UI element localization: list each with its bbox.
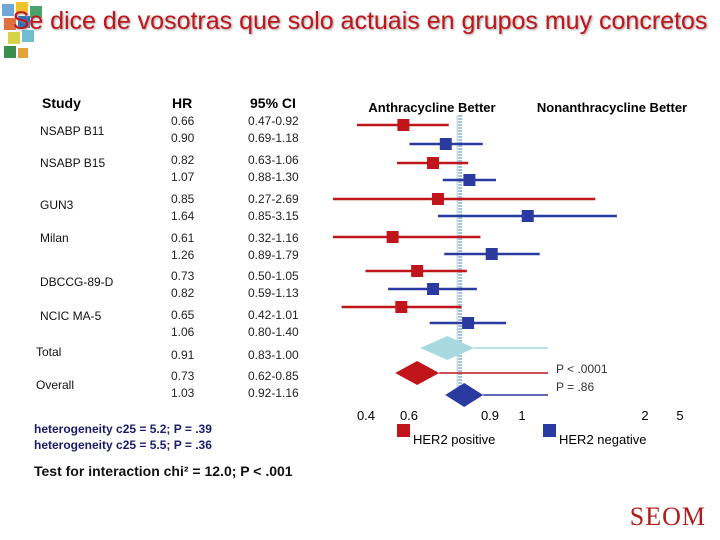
legend-swatch bbox=[397, 424, 410, 437]
x-tick-label: 0.9 bbox=[481, 408, 499, 423]
hr-marker bbox=[462, 317, 475, 329]
hr-marker bbox=[431, 193, 444, 205]
hr-marker bbox=[521, 210, 534, 222]
p-value-her2-negative: P = .86 bbox=[556, 380, 595, 394]
ci-value: 0.85-3.15 bbox=[248, 209, 299, 223]
page-title: Se dice de vosotras que solo actuais en … bbox=[12, 7, 708, 35]
x-tick-label: 0.4 bbox=[357, 408, 375, 423]
left-direction-label: Anthracycline Better bbox=[368, 100, 495, 115]
hr-marker bbox=[463, 174, 476, 186]
hr-value: 0.85 bbox=[171, 192, 195, 206]
ci-value: 0.88-1.30 bbox=[248, 170, 299, 184]
hr-value: 1.26 bbox=[171, 248, 195, 262]
hr-marker bbox=[411, 265, 424, 277]
study-name: NSABP B15 bbox=[40, 156, 106, 170]
study-header: Study bbox=[42, 95, 81, 111]
ci-value: 0.59-1.13 bbox=[248, 286, 299, 300]
hr-value: 0.73 bbox=[171, 269, 195, 283]
hr-value: 0.66 bbox=[171, 114, 195, 128]
ci-header: 95% CI bbox=[250, 95, 296, 111]
ci-value: 0.69-1.18 bbox=[248, 131, 299, 145]
p-value-her2-positive: P < .0001 bbox=[556, 362, 608, 376]
ci-value: 0.27-2.69 bbox=[248, 192, 299, 206]
overall-label: Overall bbox=[36, 378, 75, 392]
legend-label: HER2 negative bbox=[559, 432, 646, 447]
hr-marker bbox=[439, 138, 452, 150]
hr-value: 0.61 bbox=[171, 231, 195, 245]
legend-label: HER2 positive bbox=[413, 432, 495, 447]
mosaic-logo bbox=[2, 2, 42, 58]
hr-marker bbox=[395, 301, 408, 313]
ci-value: 0.89-1.79 bbox=[248, 248, 299, 262]
hr-header: HR bbox=[172, 95, 193, 111]
hr-value: 0.82 bbox=[171, 286, 195, 300]
study-name: NSABP B11 bbox=[40, 124, 105, 138]
study-name: GUN3 bbox=[40, 198, 74, 212]
right-direction-label: Nonanthracycline Better bbox=[537, 100, 687, 115]
hr-marker bbox=[397, 119, 410, 131]
hr-marker bbox=[427, 283, 440, 295]
overall-hr: 1.03 bbox=[171, 386, 195, 400]
overall-ci: 0.92-1.16 bbox=[248, 386, 299, 400]
p-value-total: P = .056 bbox=[556, 344, 601, 358]
hr-value: 1.64 bbox=[171, 209, 195, 223]
hr-marker bbox=[427, 157, 440, 169]
study-name: NCIC MA-5 bbox=[40, 309, 102, 323]
total-hr: 0.91 bbox=[171, 348, 195, 362]
interaction-test: Test for interaction chi² = 12.0; P < .0… bbox=[34, 463, 293, 479]
hr-value: 0.65 bbox=[171, 308, 195, 322]
hr-value: 1.06 bbox=[171, 325, 195, 339]
ci-value: 0.80-1.40 bbox=[248, 325, 299, 339]
ci-value: 0.47-0.92 bbox=[248, 114, 299, 128]
ci-value: 0.42-1.01 bbox=[248, 308, 299, 322]
hr-value: 1.07 bbox=[171, 170, 195, 184]
heterogeneity-her2-positive: heterogeneity c25 = 5.2; P = .39 bbox=[34, 422, 212, 436]
overall-hr: 0.73 bbox=[171, 369, 195, 383]
hr-marker bbox=[386, 231, 399, 243]
hr-value: 0.82 bbox=[171, 153, 195, 167]
seom-logo: SEOM bbox=[629, 502, 706, 531]
hr-value: 0.90 bbox=[171, 131, 195, 145]
overall-ci: 0.62-0.85 bbox=[248, 369, 299, 383]
hr-marker bbox=[485, 248, 498, 260]
summary-diamond bbox=[395, 361, 440, 385]
ci-value: 0.32-1.16 bbox=[248, 231, 299, 245]
summary-diamond bbox=[445, 383, 484, 407]
total-label: Total bbox=[36, 345, 62, 359]
ci-value: 0.50-1.05 bbox=[248, 269, 299, 283]
summary-diamond bbox=[420, 336, 475, 360]
study-name: DBCCG-89-D bbox=[40, 275, 114, 289]
x-tick-label: 2 bbox=[641, 408, 648, 423]
x-tick-label: 5 bbox=[676, 408, 683, 423]
legend-swatch bbox=[543, 424, 556, 437]
ci-value: 0.63-1.06 bbox=[248, 153, 299, 167]
study-name: Milan bbox=[40, 231, 69, 245]
x-tick-label: 0.6 bbox=[400, 408, 418, 423]
x-tick-label: 1 bbox=[518, 408, 525, 423]
total-ci: 0.83-1.00 bbox=[248, 348, 299, 362]
heterogeneity-her2-negative: heterogeneity c25 = 5.5; P = .36 bbox=[34, 438, 212, 452]
